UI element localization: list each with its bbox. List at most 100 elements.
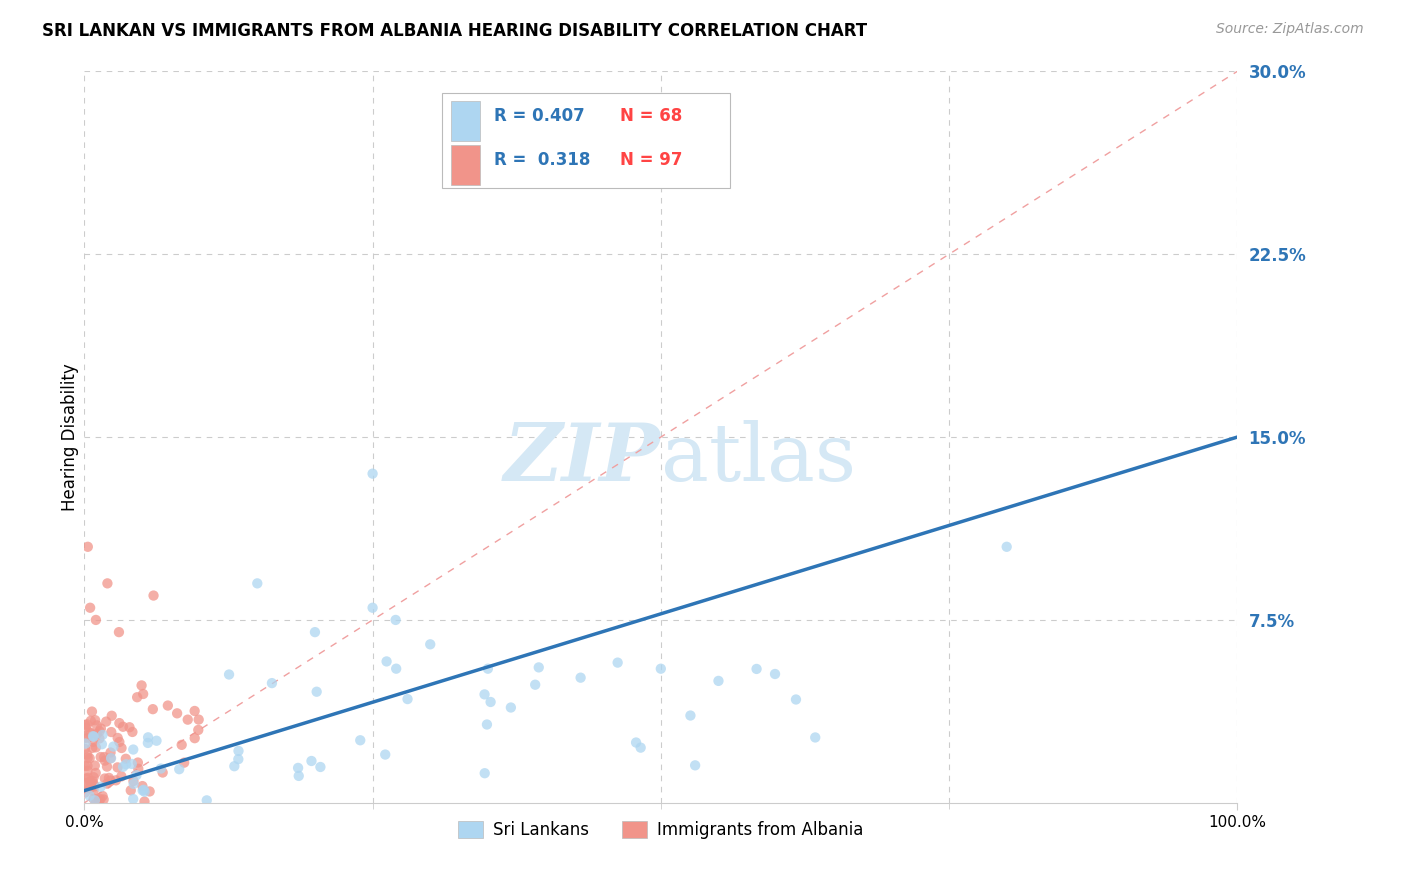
Point xyxy=(134,795,156,809)
Point xyxy=(76,747,98,762)
Point xyxy=(707,673,730,688)
Point xyxy=(100,746,122,760)
Point xyxy=(84,713,107,727)
Point xyxy=(90,737,112,751)
Point xyxy=(477,662,499,676)
Point xyxy=(156,698,179,713)
Point xyxy=(86,718,108,732)
Point xyxy=(73,776,96,790)
Point xyxy=(76,717,98,731)
Point xyxy=(218,667,240,681)
Point xyxy=(84,613,107,627)
Point xyxy=(73,786,96,800)
Point xyxy=(93,792,115,806)
Point xyxy=(104,773,127,788)
Point xyxy=(108,625,131,640)
Text: N = 68: N = 68 xyxy=(620,107,683,125)
Point xyxy=(650,662,672,676)
Point xyxy=(349,733,371,747)
Point xyxy=(183,731,205,746)
Point xyxy=(87,793,110,807)
Point xyxy=(142,702,165,716)
Point xyxy=(84,766,107,780)
Point xyxy=(228,752,250,766)
Point xyxy=(103,739,125,754)
Point xyxy=(569,671,592,685)
Point xyxy=(122,742,145,756)
Point xyxy=(166,706,188,721)
Point xyxy=(121,756,143,771)
Point xyxy=(763,667,786,681)
FancyBboxPatch shape xyxy=(451,101,479,141)
Point xyxy=(80,714,103,728)
Text: ZIP: ZIP xyxy=(503,420,661,498)
Point xyxy=(125,768,148,782)
Point xyxy=(132,687,155,701)
Point xyxy=(73,759,96,773)
Point xyxy=(121,725,143,739)
Point xyxy=(134,785,156,799)
Point xyxy=(83,784,105,798)
Point xyxy=(108,735,131,749)
Point xyxy=(82,740,104,755)
Point xyxy=(112,760,135,774)
Point xyxy=(94,772,117,786)
Point xyxy=(90,780,112,794)
Point xyxy=(287,761,309,775)
Point xyxy=(131,783,153,797)
Point xyxy=(136,736,159,750)
Point xyxy=(75,772,97,786)
Point xyxy=(89,724,111,739)
Point xyxy=(96,714,118,729)
Point xyxy=(606,656,628,670)
Point xyxy=(82,774,104,789)
Point xyxy=(361,600,384,615)
Point xyxy=(76,731,98,746)
Point xyxy=(83,730,105,744)
Point xyxy=(107,731,129,745)
Point xyxy=(79,600,101,615)
Point xyxy=(84,795,107,809)
Point xyxy=(804,731,827,745)
Point xyxy=(76,750,98,764)
Point xyxy=(75,737,97,751)
Point xyxy=(82,729,104,743)
Point xyxy=(79,774,101,789)
Point xyxy=(131,678,153,692)
Point xyxy=(304,625,326,640)
Point xyxy=(89,731,111,746)
Point xyxy=(122,792,145,806)
Point xyxy=(79,789,101,803)
Point xyxy=(142,589,165,603)
Point xyxy=(396,692,419,706)
Point xyxy=(108,716,131,731)
Text: N = 97: N = 97 xyxy=(620,151,683,169)
Point xyxy=(83,770,105,784)
Point xyxy=(84,793,107,807)
Point xyxy=(995,540,1018,554)
Point xyxy=(499,700,522,714)
Point xyxy=(152,765,174,780)
Point xyxy=(122,777,145,791)
Point xyxy=(86,727,108,741)
Point xyxy=(73,718,96,732)
Point xyxy=(305,684,328,698)
Point xyxy=(187,723,209,737)
Point xyxy=(177,713,200,727)
Legend: Sri Lankans, Immigrants from Albania: Sri Lankans, Immigrants from Albania xyxy=(451,814,870,846)
Point xyxy=(745,662,768,676)
Point xyxy=(785,692,807,706)
Y-axis label: Hearing Disability: Hearing Disability xyxy=(62,363,80,511)
Point xyxy=(110,769,132,783)
Point xyxy=(83,758,105,772)
Point xyxy=(90,750,112,764)
Point xyxy=(479,695,502,709)
Point xyxy=(132,782,155,797)
Point xyxy=(110,741,132,756)
Text: atlas: atlas xyxy=(661,420,856,498)
Point xyxy=(94,754,117,768)
Point xyxy=(187,713,209,727)
Point xyxy=(76,540,98,554)
Point xyxy=(107,760,129,774)
Point xyxy=(90,722,112,736)
